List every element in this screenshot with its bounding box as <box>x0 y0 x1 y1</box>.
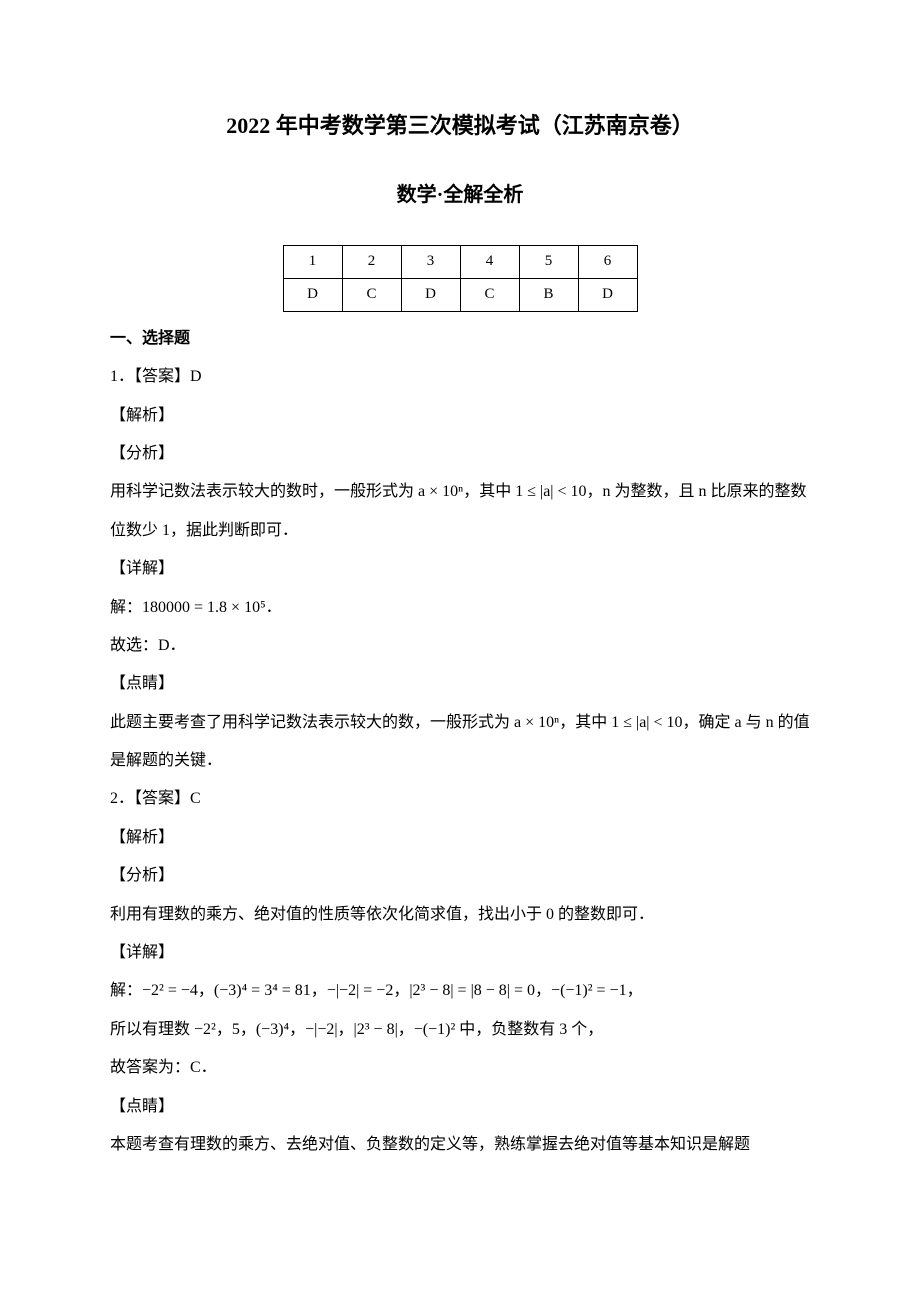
answer-cell: B <box>519 278 578 311</box>
q2-head: 2．【答案】C <box>110 780 810 818</box>
math-expr: 1 ≤ |a| < 10 <box>611 714 682 731</box>
text: 所以有理数 <box>110 1021 194 1038</box>
q1-jiexi-label: 【解析】 <box>110 397 810 435</box>
q2-xiangjie-label: 【详解】 <box>110 934 810 972</box>
answer-cell: D <box>578 278 637 311</box>
sep: ， <box>198 982 214 999</box>
math-expr: −2²，5，(−3)⁴，−|−2|，|2³ − 8|，−(−1)² <box>194 1021 455 1038</box>
math-expr: 180000 = 1.8 × 10⁵ <box>142 599 266 616</box>
math-expr: a × 10ⁿ <box>418 483 463 500</box>
answers-table: 1 2 3 4 5 6 D C D C B D <box>283 245 638 312</box>
q2-xiangjie-line1: 解：−2² = −4，(−3)⁴ = 3⁴ = 81，−|−2| = −2，|2… <box>110 972 810 1010</box>
text: 解： <box>110 599 142 616</box>
page-subtitle: 数学·全解全析 <box>110 171 810 219</box>
col-header: 3 <box>401 245 460 278</box>
q2-xiangjie-line2: 所以有理数 −2²，5，(−3)⁴，−|−2|，|2³ − 8|，−(−1)² … <box>110 1011 810 1049</box>
col-header: 4 <box>460 245 519 278</box>
col-header: 1 <box>283 245 342 278</box>
q1-dianjing-label: 【点睛】 <box>110 665 810 703</box>
section-header: 一、选择题 <box>110 320 810 358</box>
col-header: 2 <box>342 245 401 278</box>
q2-fenxi-label: 【分析】 <box>110 857 810 895</box>
col-header: 5 <box>519 245 578 278</box>
math-expr: a × 10ⁿ <box>514 714 559 731</box>
text: 中，负整数有 3 个， <box>455 1021 603 1038</box>
answer-cell: C <box>342 278 401 311</box>
q1-xiangjie-label: 【详解】 <box>110 550 810 588</box>
q1-fenxi-label: 【分析】 <box>110 435 810 473</box>
text: ． <box>266 599 282 616</box>
table-row: 1 2 3 4 5 6 <box>283 245 637 278</box>
page-title: 2022 年中考数学第三次模拟考试（江苏南京卷） <box>110 100 810 153</box>
q2-dianjing-label: 【点睛】 <box>110 1088 810 1126</box>
text: ，其中 <box>559 714 611 731</box>
sep: ， <box>393 982 409 999</box>
math-expr: |2³ − 8| = |8 − 8| = 0 <box>409 982 535 999</box>
text: 用科学记数法表示较大的数时，一般形式为 <box>110 483 418 500</box>
q2-fenxi-text: 利用有理数的乘方、绝对值的性质等依次化简求值，找出小于 0 的整数即可． <box>110 896 810 934</box>
text: ，其中 <box>463 483 515 500</box>
answer-cell: D <box>401 278 460 311</box>
math-expr: −|−2| = −2 <box>327 982 394 999</box>
q1-xiangjie-text: 解：180000 = 1.8 × 10⁵． <box>110 589 810 627</box>
q2-gudaan: 故答案为：C． <box>110 1049 810 1087</box>
answer-cell: C <box>460 278 519 311</box>
q2-dianjing-text: 本题考查有理数的乘方、去绝对值、负整数的定义等，熟练掌握去绝对值等基本知识是解题 <box>110 1126 810 1164</box>
math-expr: 1 ≤ |a| < 10 <box>515 483 586 500</box>
math-expr: −2² = −4 <box>142 982 198 999</box>
col-header: 6 <box>578 245 637 278</box>
sep: ， <box>535 982 551 999</box>
text: 此题主要考查了用科学记数法表示较大的数，一般形式为 <box>110 714 514 731</box>
q1-dianjing-text: 此题主要考查了用科学记数法表示较大的数，一般形式为 a × 10ⁿ，其中 1 ≤… <box>110 704 810 781</box>
answer-cell: D <box>283 278 342 311</box>
q2-jiexi-label: 【解析】 <box>110 819 810 857</box>
math-expr: −(−1)² = −1 <box>551 982 627 999</box>
q1-fenxi-text: 用科学记数法表示较大的数时，一般形式为 a × 10ⁿ，其中 1 ≤ |a| <… <box>110 473 810 550</box>
sep: ， <box>627 982 643 999</box>
q1-guxuan: 故选：D． <box>110 627 810 665</box>
math-expr: (−3)⁴ = 3⁴ = 81 <box>214 982 311 999</box>
q1-head: 1．【答案】D <box>110 358 810 396</box>
sep: ， <box>311 982 327 999</box>
text: 解： <box>110 982 142 999</box>
table-row: D C D C B D <box>283 278 637 311</box>
